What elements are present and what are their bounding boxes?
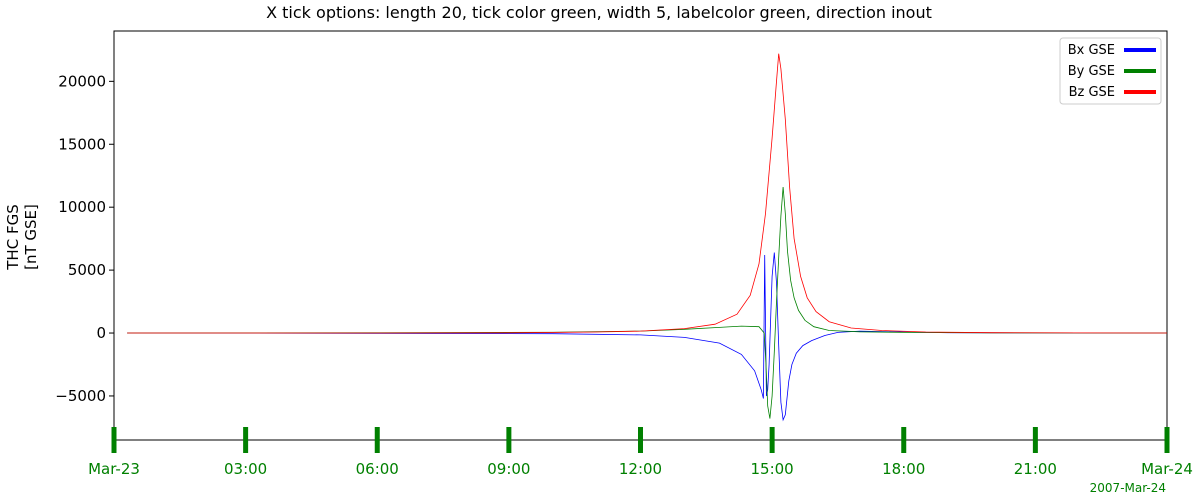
y-tick-label: 15000 [58,135,106,153]
x-tick-label: 15:00 [751,460,794,478]
y-tick-label: 20000 [58,72,106,90]
chart-title: X tick options: length 20, tick color gr… [266,3,932,22]
legend-label: Bz GSE [1069,85,1115,100]
y-tick-label: 10000 [58,198,106,216]
y-tick-label: 5000 [68,261,106,279]
legend-box [1059,37,1162,105]
date-label: 2007-Mar-24 [1090,481,1166,495]
x-tick-label: 09:00 [487,460,530,478]
y-tick-label: −5000 [55,387,106,405]
series-line-by-gse [127,186,1168,419]
y-axis: −5000 0 5000 10000 15000 20000 [55,72,114,405]
y-tick-label: 0 [96,324,106,342]
legend: Bx GSE By GSE Bz GSE [1059,37,1162,105]
x-tick-label: Mar-23 [88,460,140,478]
x-tick-label: 06:00 [356,460,399,478]
x-tick-label: 18:00 [882,460,925,478]
y-axis-label-line-1: THC FGS [4,204,22,270]
y-axis-label: THC FGS [nT GSE] [4,204,40,271]
legend-label: Bx GSE [1068,43,1115,58]
y-axis-label-line-2: [nT GSE] [22,204,40,270]
axes-frame [113,30,1168,441]
x-tick-label: 12:00 [619,460,662,478]
x-tick-label: 21:00 [1014,460,1057,478]
x-axis: Mar-23 03:00 06:00 09:00 12:00 15:00 18:00 21:0… [88,427,1193,478]
x-tick-label: Mar-24 [1141,460,1193,478]
legend-label: By GSE [1068,64,1115,79]
x-tick-label: 03:00 [224,460,267,478]
plot-area [113,30,1168,441]
series-line-bz-gse [127,53,1168,334]
series-line-bx-gse [127,252,1168,422]
